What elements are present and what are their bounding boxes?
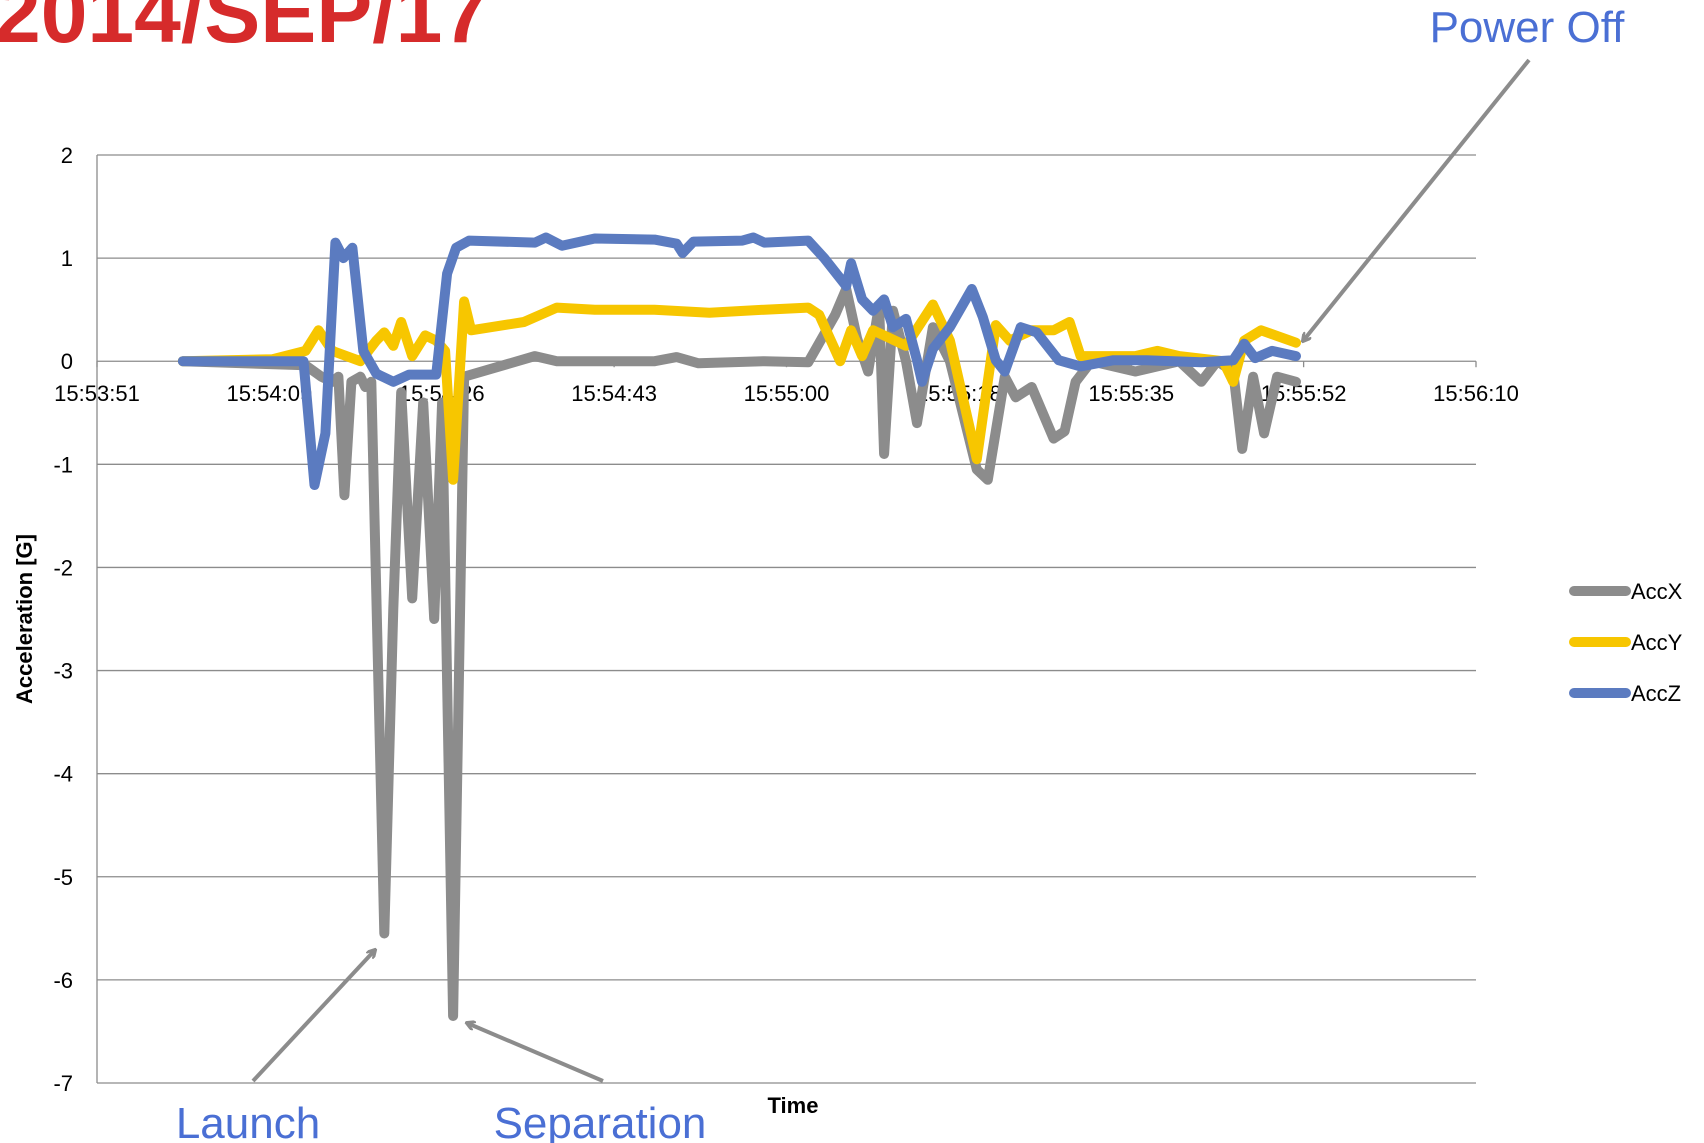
arrow	[251, 950, 375, 1083]
series-line	[177, 296, 1301, 485]
chart-title: 2014/SEP/17	[0, 0, 489, 60]
y-tick-label: -6	[53, 968, 73, 993]
y-tick-label: -1	[53, 452, 73, 477]
x-tick-label: 15:53:51	[54, 381, 140, 406]
legend-label: AccY	[1631, 630, 1683, 655]
y-tick-label: -4	[53, 762, 73, 787]
series-line	[177, 284, 1301, 1021]
x-tick-label: 15:55:00	[744, 381, 830, 406]
x-tick-label: 15:55:35	[1088, 381, 1174, 406]
y-tick-label: 1	[61, 246, 73, 271]
annotation: Separation	[494, 1099, 707, 1143]
y-tick-label: -3	[53, 659, 73, 684]
x-axis-label: Time	[768, 1093, 819, 1118]
y-tick-label: 2	[61, 143, 73, 168]
y-tick-label: -2	[53, 555, 73, 580]
arrow	[1303, 58, 1531, 341]
y-tick-label: 0	[61, 349, 73, 374]
x-tick-label: 15:54:09	[227, 381, 313, 406]
y-tick-label: -7	[53, 1071, 73, 1096]
x-tick-label: 15:54:43	[571, 381, 657, 406]
annotation: Launch	[176, 1099, 320, 1143]
y-tick-label: -5	[53, 865, 73, 890]
legend-label: AccZ	[1631, 681, 1681, 706]
y-axis-label: Acceleration [G]	[12, 534, 37, 704]
x-tick-label: 15:56:10	[1433, 381, 1519, 406]
arrow	[467, 1023, 604, 1083]
series-line	[177, 232, 1301, 490]
annotation: Power Off	[1430, 3, 1626, 52]
legend-label: AccX	[1631, 579, 1683, 604]
